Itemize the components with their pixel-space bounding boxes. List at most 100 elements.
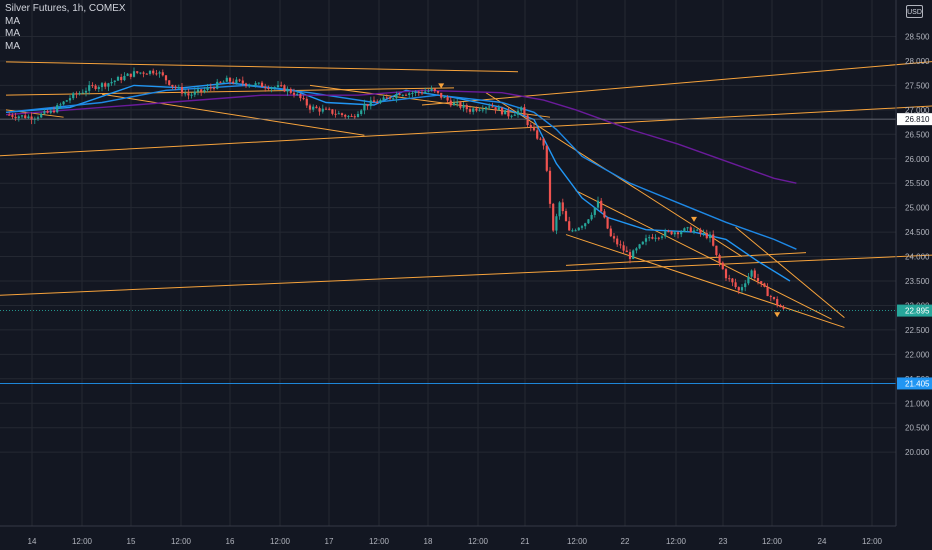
candle[interactable] (388, 97, 392, 99)
candle[interactable] (532, 127, 536, 131)
candle[interactable] (593, 207, 596, 215)
candle[interactable] (11, 115, 14, 117)
candle[interactable] (110, 81, 113, 84)
candle[interactable] (81, 92, 84, 94)
candle[interactable] (648, 237, 651, 239)
candle[interactable] (184, 93, 187, 95)
candle[interactable] (360, 110, 363, 114)
candle[interactable] (580, 226, 584, 228)
candle[interactable] (724, 269, 728, 279)
candle[interactable] (97, 87, 100, 90)
candle[interactable] (270, 87, 273, 89)
trendline[interactable] (421, 61, 932, 106)
candle[interactable] (248, 85, 251, 87)
candle[interactable] (619, 244, 622, 246)
candle[interactable] (190, 94, 193, 96)
candle[interactable] (43, 111, 46, 114)
trendline[interactable] (309, 84, 551, 118)
candle[interactable] (673, 232, 676, 235)
candle[interactable] (46, 111, 49, 113)
candle[interactable] (680, 231, 683, 235)
candle[interactable] (88, 85, 91, 91)
candle[interactable] (238, 79, 241, 81)
trendline[interactable] (565, 234, 845, 328)
candle[interactable] (139, 72, 142, 74)
candle[interactable] (776, 299, 779, 306)
candle[interactable] (596, 200, 600, 208)
candle[interactable] (68, 98, 72, 101)
candle[interactable] (462, 105, 465, 108)
candle[interactable] (382, 97, 385, 101)
candle[interactable] (574, 230, 577, 232)
candle[interactable] (705, 232, 708, 239)
candle[interactable] (417, 91, 420, 93)
candle[interactable] (571, 230, 574, 232)
candle[interactable] (94, 85, 97, 90)
candle[interactable] (625, 250, 628, 253)
candle[interactable] (203, 89, 206, 92)
candle[interactable] (104, 83, 107, 87)
candle[interactable] (174, 86, 177, 88)
candle[interactable] (676, 232, 680, 235)
candle[interactable] (372, 100, 376, 103)
candle[interactable] (635, 248, 638, 251)
candle[interactable] (257, 82, 260, 84)
candle[interactable] (414, 91, 417, 93)
candle[interactable] (168, 80, 171, 85)
candle[interactable] (600, 200, 603, 212)
candle[interactable] (744, 283, 747, 288)
candle[interactable] (276, 85, 280, 88)
candle[interactable] (30, 116, 33, 120)
currency-button[interactable]: USD (906, 5, 923, 18)
candle[interactable] (760, 281, 763, 284)
candle[interactable] (366, 103, 369, 107)
candle[interactable] (520, 107, 523, 111)
candle[interactable] (606, 217, 609, 229)
candle[interactable] (344, 114, 347, 117)
candle[interactable] (712, 234, 715, 246)
candle[interactable] (616, 238, 619, 245)
moving-average-line[interactable] (5, 82, 791, 282)
candle[interactable] (232, 81, 235, 84)
candle[interactable] (356, 113, 360, 118)
candle[interactable] (536, 130, 539, 139)
candle[interactable] (273, 87, 276, 89)
indicator-ma-2[interactable]: MA (5, 28, 20, 39)
candle[interactable] (683, 228, 686, 232)
candle[interactable] (206, 87, 209, 90)
candle[interactable] (315, 106, 318, 109)
candle[interactable] (497, 107, 500, 111)
candle[interactable] (481, 109, 484, 111)
candle[interactable] (20, 115, 24, 117)
candle[interactable] (385, 97, 388, 99)
candle[interactable] (216, 81, 219, 89)
candle[interactable] (212, 87, 216, 89)
candle[interactable] (286, 88, 289, 92)
candle[interactable] (555, 216, 558, 231)
candle[interactable] (740, 287, 744, 291)
candle[interactable] (689, 227, 692, 233)
candle[interactable] (456, 102, 459, 104)
candle[interactable] (440, 92, 443, 98)
candle[interactable] (699, 229, 702, 234)
candle[interactable] (734, 282, 737, 288)
candle[interactable] (494, 107, 497, 111)
candle[interactable] (564, 211, 568, 222)
candle[interactable] (446, 97, 449, 101)
candle[interactable] (609, 228, 612, 237)
candle[interactable] (148, 70, 152, 74)
trendline[interactable] (5, 61, 519, 73)
candle[interactable] (152, 70, 155, 74)
candle[interactable] (475, 108, 478, 111)
candle[interactable] (436, 90, 440, 93)
candle[interactable] (280, 85, 283, 87)
candle[interactable] (484, 107, 488, 110)
candle[interactable] (644, 238, 648, 242)
candle[interactable] (65, 100, 68, 102)
candle[interactable] (292, 92, 296, 95)
candle[interactable] (660, 236, 664, 238)
candle[interactable] (337, 113, 340, 115)
price-axis[interactable]: 28.500 28.000 27.500 27.000 26.500 26.000 25.5… (905, 33, 930, 458)
candle[interactable] (318, 108, 321, 112)
